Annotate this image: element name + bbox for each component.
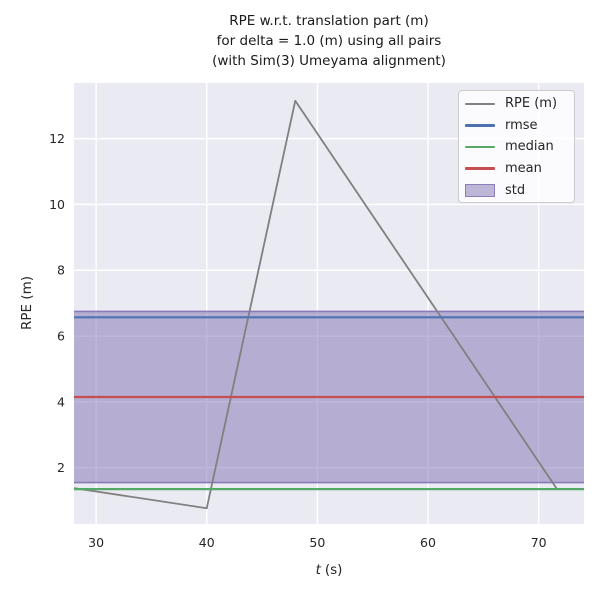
legend-item-std: std [459,179,574,201]
legend-label-std: std [505,182,526,198]
y-tick-label-8: 8 [57,263,65,278]
y-tick-label-4: 4 [57,394,65,409]
x-tick-label-70: 70 [531,535,547,550]
chart-title-line-1: RPE w.r.t. translation part (m) [229,13,429,29]
legend-std-patch [465,183,495,197]
y-tick-label-6: 6 [57,328,65,343]
x-tick-label-40: 40 [199,535,215,550]
legend-label-mean: mean [505,161,542,177]
chart-title: RPE w.r.t. translation part (m) for delt… [74,11,584,71]
y-tick-label-12: 12 [49,131,65,146]
legend-label-median: median [505,139,554,155]
y-axis-label: RPE (m) [19,275,35,331]
legend-mean-line-sample [465,167,495,170]
y-tick-label-10: 10 [49,197,65,212]
chart-title-line-3: (with Sim(3) Umeyama alignment) [212,53,446,69]
y-tick-label-2: 2 [57,460,65,475]
x-axis-label-unit: (s) [324,562,343,578]
legend: RPE (m) rmse median mean std [458,90,575,203]
legend-item-rpe: RPE (m) [459,93,574,115]
x-tick-label-30: 30 [88,535,104,550]
x-axis-label-variable: t [315,562,321,578]
chart-title-line-2: for delta = 1.0 (m) using all pairs [216,33,442,49]
x-axis-label: t (s) [316,562,343,578]
legend-item-median: median [459,136,574,158]
legend-rpe-line-sample [465,102,495,106]
legend-label-rmse: rmse [505,117,538,133]
x-tick-label-50: 50 [309,535,325,550]
x-tick-label-60: 60 [420,535,436,550]
legend-rmse-line-sample [465,124,495,127]
legend-median-line-sample [465,145,495,149]
legend-label-rpe: RPE (m) [505,96,558,112]
legend-item-rmse: rmse [459,115,574,137]
legend-item-mean: mean [459,158,574,180]
series-rpe-line [73,99,559,510]
